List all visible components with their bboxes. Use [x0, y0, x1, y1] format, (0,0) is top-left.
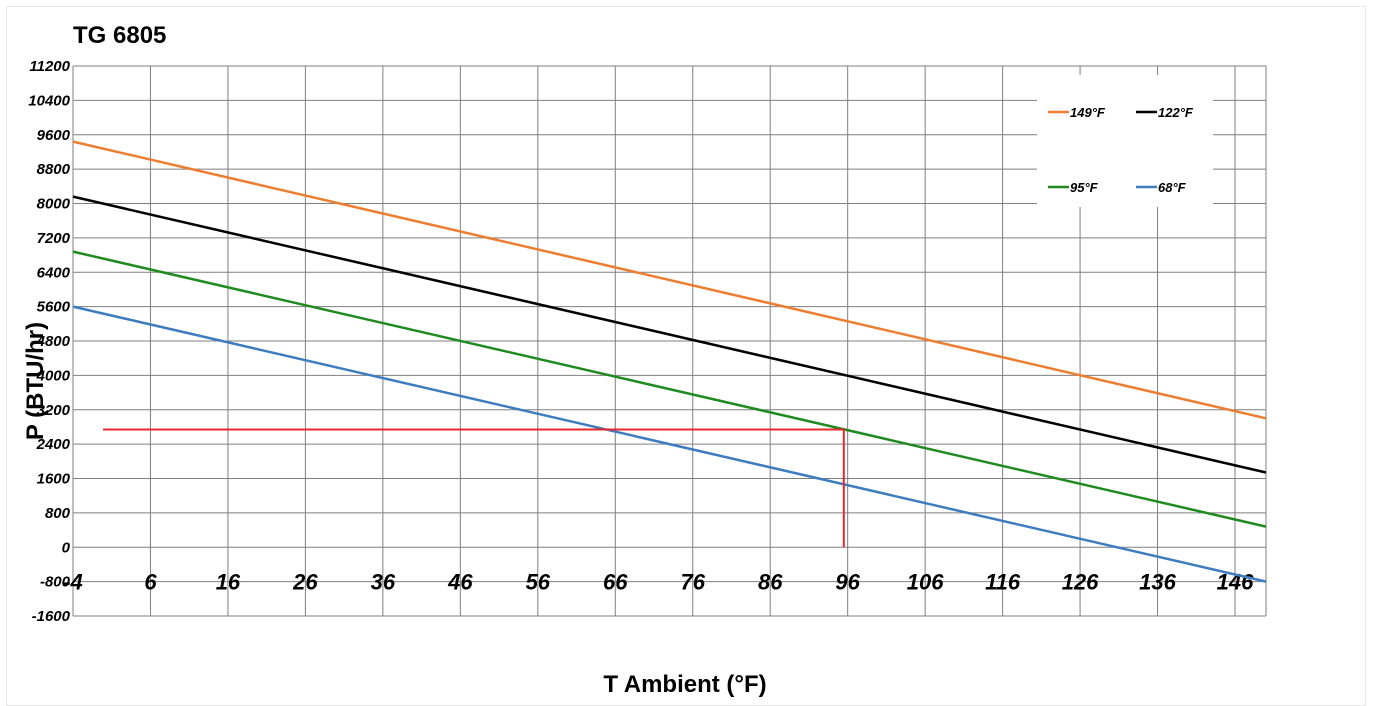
- series-line: [72, 250, 1267, 528]
- y-tick-label: 8800: [37, 161, 71, 178]
- y-tick-label: 4000: [36, 367, 71, 384]
- x-tick-label: 26: [292, 570, 318, 595]
- series-line: [72, 140, 1267, 420]
- x-tick-label: -4: [63, 570, 83, 595]
- y-tick-label: 2400: [36, 436, 71, 453]
- y-tick-label: 4800: [36, 333, 71, 350]
- x-tick-label: 16: [216, 570, 241, 595]
- y-tick-label: 800: [45, 505, 71, 522]
- legend: 149°F 122°F 95°F 68°F: [1037, 75, 1213, 207]
- x-tick-labels: -4 6 16 26 36 46 56 66 76 86 96 106 116 126 136 146: [63, 570, 1254, 595]
- y-tick-label: -1600: [32, 608, 71, 625]
- x-tick-label: 136: [1139, 570, 1176, 595]
- y-tick-label: 6400: [37, 264, 71, 281]
- x-axis-label: T Ambient (°F): [603, 671, 767, 698]
- x-tick-label: 126: [1062, 570, 1099, 595]
- y-tick-label: 3200: [37, 402, 71, 419]
- y-tick-label: 1600: [37, 471, 71, 488]
- reference-line: [103, 428, 845, 548]
- y-tick-labels: -1600 -800 0 800 1600 2400 3200 4000 4800 5600 640…: [28, 58, 70, 625]
- x-tick-label: 66: [603, 570, 628, 595]
- y-tick-label: 10400: [28, 92, 70, 109]
- legend-label: 149°F: [1070, 105, 1106, 120]
- y-tick-label: 9600: [37, 127, 71, 144]
- series-line: [72, 195, 1267, 474]
- x-tick-label: 96: [835, 570, 860, 595]
- legend-label: 122°F: [1158, 105, 1194, 120]
- x-tick-label: 106: [907, 570, 944, 595]
- x-tick-label: 46: [447, 570, 473, 595]
- y-tick-label: 5600: [37, 299, 71, 316]
- x-tick-label: 116: [985, 570, 1021, 595]
- legend-box: [1037, 75, 1213, 207]
- x-tick-label: 6: [144, 570, 157, 595]
- y-tick-label: 8000: [37, 196, 71, 213]
- y-tick-label: 11200: [29, 58, 70, 75]
- x-tick-label: 36: [371, 570, 396, 595]
- series-lines: [72, 140, 1267, 583]
- y-tick-label: -800: [40, 574, 71, 591]
- y-tick-label: 7200: [37, 230, 71, 247]
- series-line: [72, 305, 1267, 583]
- annotations: [103, 428, 845, 548]
- y-tick-label: 0: [62, 539, 71, 556]
- x-tick-label: 86: [758, 570, 783, 595]
- x-tick-label: 76: [680, 570, 705, 595]
- chart-title: TG 6805: [73, 22, 167, 49]
- legend-label: 68°F: [1158, 180, 1187, 195]
- grid-lines: [72, 65, 1267, 617]
- legend-label: 95°F: [1070, 180, 1099, 195]
- x-tick-label: 56: [526, 570, 551, 595]
